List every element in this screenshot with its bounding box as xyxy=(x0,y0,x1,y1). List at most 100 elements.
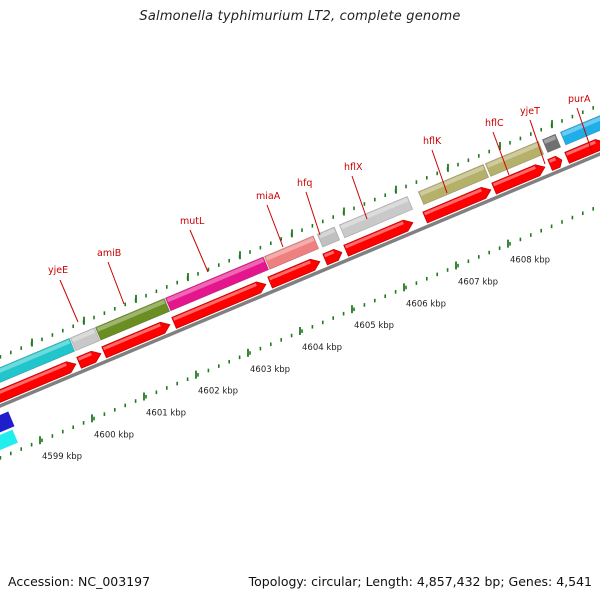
cds-track xyxy=(0,139,600,405)
genome-backbone xyxy=(0,152,600,408)
gene-bar-highlight xyxy=(96,299,166,332)
gene-bar-shape xyxy=(417,164,490,206)
gene-bar-highlight xyxy=(71,329,96,343)
cds-highlight xyxy=(492,165,536,187)
kbp-label: 4600 kbp xyxy=(94,430,134,440)
cds-highlight xyxy=(344,221,404,249)
accession-text: Accession: NC_003197 xyxy=(8,574,151,589)
gene-track xyxy=(0,114,600,451)
gene-bar-shape xyxy=(316,226,341,248)
gene-label: hflC xyxy=(485,118,504,129)
gene-bar-amiB xyxy=(94,298,171,341)
gene-label: hflX xyxy=(344,162,363,173)
gene-label: yjeE xyxy=(48,265,68,276)
gene-callout-hfq: hfq xyxy=(297,178,321,236)
gene-callout-yjeE: yjeE xyxy=(48,265,79,323)
gene-label: miaA xyxy=(256,191,281,202)
gene-bar-highlight xyxy=(561,115,600,137)
cds-arrow-shape xyxy=(491,164,546,195)
leader-line xyxy=(576,107,593,153)
cds-arrow-shape xyxy=(267,258,321,289)
gene-label: hflK xyxy=(423,136,442,147)
cds-highlight xyxy=(0,362,67,396)
outer-ticks xyxy=(0,106,595,359)
cds-highlight xyxy=(565,140,596,156)
kbp-labels: 4599 kbp 4600 kbp 4601 kbp 4602 kbp 4603 kbp… xyxy=(42,256,550,463)
cds-arrow xyxy=(491,164,546,195)
kbp-label: 4607 kbp xyxy=(458,277,498,287)
leader-line xyxy=(59,279,79,323)
cds-arrow-shape xyxy=(171,281,267,329)
leader-line xyxy=(305,191,321,236)
cds-highlight xyxy=(172,283,257,321)
cds-highlight xyxy=(268,260,311,281)
gene-callouts: yjeE amiB mutL miaA hfq hflX hflK hflC yjeT purA xyxy=(48,94,593,323)
kbp-label: 4602 kbp xyxy=(198,387,238,397)
backbone-line xyxy=(0,152,600,408)
cds-arrow xyxy=(267,258,321,289)
gene-bar-hfq xyxy=(316,226,341,248)
gene-bar-shape xyxy=(0,337,76,384)
gene-bar-hflX xyxy=(338,195,414,239)
cds-arrow xyxy=(547,155,563,171)
cds-arrow xyxy=(171,281,267,329)
gene-callout-purA: purA xyxy=(568,94,593,153)
leader-line xyxy=(107,261,125,305)
leader-line xyxy=(351,175,368,220)
cds-arrow xyxy=(422,187,492,224)
cds-arrow-shape xyxy=(0,361,77,405)
gene-callout-miaA: miaA xyxy=(256,191,284,248)
cds-arrow xyxy=(0,361,77,405)
gene-callout-hflC: hflC xyxy=(485,118,510,176)
gene-bar-shape xyxy=(69,327,101,352)
cds-highlight xyxy=(102,323,161,351)
gene-bar-partial-cyan xyxy=(0,429,18,451)
gene-bar-shape xyxy=(338,195,414,239)
kbp-label: 4606 kbp xyxy=(406,299,446,309)
leader-line xyxy=(189,229,209,273)
gene-bar-yjeE xyxy=(0,337,76,384)
gene-bar-yjeT xyxy=(541,133,562,153)
cds-arrow xyxy=(343,219,414,257)
gene-callout-hflK: hflK xyxy=(423,136,448,194)
kbp-label: 4601 kbp xyxy=(146,409,186,419)
gene-callout-mutL: mutL xyxy=(180,216,209,273)
cds-arrow-shape xyxy=(343,219,414,257)
kbp-label: 4604 kbp xyxy=(302,343,342,353)
kbp-label: 4605 kbp xyxy=(354,321,394,331)
cds-arrow-shape xyxy=(564,139,600,164)
cds-highlight xyxy=(548,157,557,163)
scale-ticks xyxy=(0,207,595,460)
kbp-label: 4608 kbp xyxy=(510,256,550,266)
cds-highlight xyxy=(323,250,335,258)
gene-bar-highlight xyxy=(486,142,540,168)
gene-bar-highlight xyxy=(166,258,265,303)
leader-line xyxy=(492,131,510,176)
kbp-label: 4599 kbp xyxy=(42,452,82,462)
cds-arrow-shape xyxy=(422,187,492,224)
gene-callout-hflX: hflX xyxy=(344,162,368,220)
gene-bar-gap xyxy=(69,327,101,352)
leader-line xyxy=(431,149,448,194)
cds-arrow xyxy=(76,350,102,369)
gene-bar-highlight xyxy=(340,197,409,230)
leader-line xyxy=(529,119,546,165)
gene-callout-amiB: amiB xyxy=(97,248,125,305)
map-title: Salmonella typhimurium LT2, complete gen… xyxy=(139,9,461,24)
gene-bar-partial-blue xyxy=(0,411,15,433)
kbp-label: 4603 kbp xyxy=(250,365,290,375)
gene-bar-highlight xyxy=(419,165,485,196)
gene-bar-shape xyxy=(94,298,171,341)
gene-bar-highlight xyxy=(543,135,557,144)
gene-bar-hflC xyxy=(484,140,545,177)
cds-arrow xyxy=(101,321,171,359)
gene-bar-highlight xyxy=(265,237,315,261)
gene-bar-hflK xyxy=(417,164,490,206)
gene-label: mutL xyxy=(180,216,205,227)
gene-bar-shape xyxy=(164,256,270,312)
cds-arrow-shape xyxy=(101,321,171,359)
gene-bar-highlight xyxy=(0,339,71,375)
gene-bar-shape xyxy=(484,140,545,177)
cds-highlight xyxy=(423,188,482,216)
